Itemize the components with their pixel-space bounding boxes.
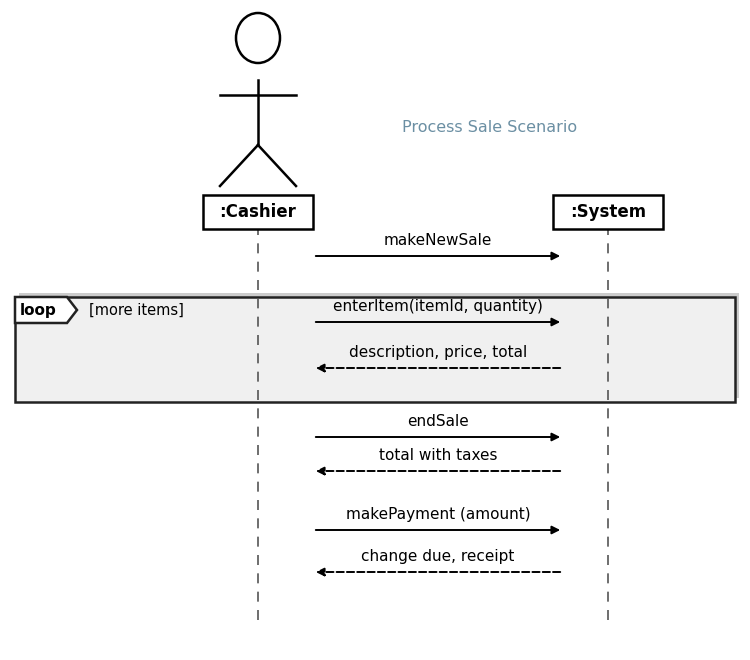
Text: description, price, total: description, price, total (349, 345, 527, 360)
Text: [more items]: [more items] (89, 302, 184, 317)
FancyBboxPatch shape (19, 293, 739, 398)
FancyBboxPatch shape (15, 297, 735, 402)
FancyBboxPatch shape (553, 195, 663, 229)
Polygon shape (15, 297, 77, 323)
Text: makeNewSale: makeNewSale (384, 233, 492, 248)
Text: total with taxes: total with taxes (379, 448, 497, 463)
Text: change due, receipt: change due, receipt (362, 549, 514, 564)
Text: :Cashier: :Cashier (220, 203, 296, 221)
Text: loop: loop (20, 302, 57, 317)
Text: makePayment (amount): makePayment (amount) (346, 507, 530, 522)
Text: enterItem(itemId, quantity): enterItem(itemId, quantity) (333, 299, 543, 314)
Text: Process Sale Scenario: Process Sale Scenario (403, 121, 578, 135)
FancyBboxPatch shape (203, 195, 313, 229)
Text: :System: :System (570, 203, 646, 221)
Text: endSale: endSale (407, 414, 469, 429)
